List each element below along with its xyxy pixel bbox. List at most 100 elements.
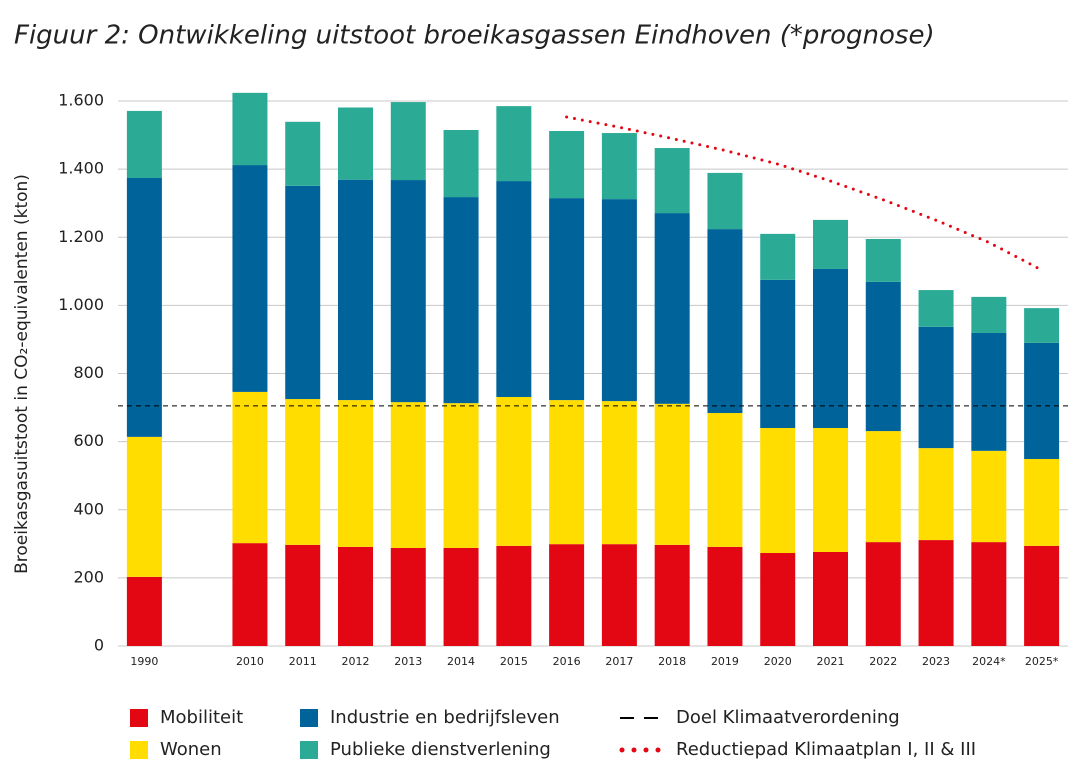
bar-segment [126, 436, 162, 577]
legend-label: Mobiliteit [160, 707, 243, 728]
bar-segment [918, 326, 954, 449]
y-tick-label: 1.400 [58, 159, 104, 178]
bar-segment [654, 544, 690, 646]
bar-segment [443, 129, 479, 198]
bar-segment [1024, 545, 1060, 646]
legend-label: Wonen [160, 739, 222, 760]
bar-segment [1024, 459, 1060, 546]
bar-segment [232, 92, 268, 166]
bar-segment [601, 199, 637, 402]
bar-segment [813, 551, 848, 646]
x-tick-label: 2016 [553, 655, 581, 668]
bar-segment [443, 403, 479, 548]
bar-segment [760, 428, 796, 554]
bar-segment [918, 290, 954, 327]
y-tick-label: 0 [94, 636, 104, 655]
legend-label: Industrie en bedrijfsleven [330, 707, 560, 728]
bar-segment [285, 544, 321, 646]
y-tick-label: 1.600 [58, 91, 104, 110]
x-tick-label: 2011 [289, 655, 317, 668]
bar-segment [865, 281, 901, 432]
legend-swatch [300, 741, 318, 759]
bar-segment [601, 133, 637, 200]
bar-segment [390, 102, 426, 181]
bar-segment [918, 448, 954, 541]
y-tick-label: 600 [73, 431, 104, 450]
bar-segment [232, 165, 268, 392]
bar-segment [865, 431, 901, 543]
bar-segment [865, 542, 901, 646]
bar-segment [126, 178, 162, 437]
bar-segment [126, 576, 162, 646]
bar-segment [390, 547, 426, 646]
bar-segment [813, 268, 848, 429]
bar-segment [813, 428, 848, 552]
bar-segment [1024, 308, 1060, 343]
bar-segment [971, 450, 1007, 543]
x-tick-label: 2013 [394, 655, 422, 668]
legend-label: Publieke dienstverlening [330, 739, 551, 760]
bar-segment [654, 148, 690, 214]
bar-segment [338, 107, 373, 180]
bar-segment [443, 197, 479, 404]
bar-segment [232, 543, 268, 646]
reduction-line [565, 115, 1044, 272]
bar-segment [496, 545, 532, 646]
bar-segment [707, 172, 743, 230]
bar-segment [601, 401, 637, 545]
y-tick-label: 1.000 [58, 295, 104, 314]
x-tick-label: 2017 [605, 655, 633, 668]
bar-segment [971, 542, 1007, 646]
bar-segment [549, 544, 585, 646]
y-tick-label: 800 [73, 363, 104, 382]
bar-segment [654, 403, 690, 545]
bar-segment [496, 106, 532, 182]
bar-segment [285, 121, 321, 186]
x-tick-label: 2022 [869, 655, 897, 668]
bar-segment [918, 540, 954, 646]
legend-swatch [300, 709, 318, 727]
legend-label: Doel Klimaatverordening [676, 707, 900, 728]
chart-title: Figuur 2: Ontwikkeling uitstoot broeikas… [14, 21, 935, 51]
bar-segment [654, 213, 690, 404]
bar-segment [496, 181, 532, 398]
bar-segment [601, 544, 637, 646]
y-tick-label: 200 [73, 567, 104, 586]
x-tick-label: 1990 [130, 655, 158, 668]
bar-segment [390, 180, 426, 403]
x-tick-label: 2012 [342, 655, 370, 668]
bar-segment [707, 413, 743, 547]
y-axis-label: Broeikasgasuitstoot in CO₂-equivalenten … [12, 174, 32, 574]
bar-segment [338, 179, 373, 401]
bar-segment [285, 399, 321, 545]
bar-segment [549, 198, 585, 401]
bar-segment [707, 229, 743, 414]
bar-segment [760, 233, 796, 280]
y-tick-label: 1.200 [58, 227, 104, 246]
legend-swatch [130, 709, 148, 727]
bar-segment [338, 400, 373, 547]
x-tick-label: 2025* [1025, 655, 1059, 668]
legend-swatch [130, 741, 148, 759]
bar-segment [971, 296, 1007, 333]
x-tick-label: 2019 [711, 655, 739, 668]
x-tick-label: 2010 [236, 655, 264, 668]
bar-segment [126, 110, 162, 179]
y-tick-label: 400 [73, 499, 104, 518]
x-tick-label: 2018 [658, 655, 686, 668]
bar-segment [760, 553, 796, 646]
bar-segment [971, 332, 1007, 451]
bar-segment [232, 391, 268, 544]
x-tick-label: 2020 [764, 655, 792, 668]
bar-segment [338, 546, 373, 646]
bar-segment [707, 546, 743, 646]
bar-segment [865, 238, 901, 282]
bar-segment [549, 400, 585, 545]
x-tick-label: 2024* [972, 655, 1006, 668]
x-tick-label: 2015 [500, 655, 528, 668]
legend-label: Reductiepad Klimaatplan I, II & III [676, 739, 976, 760]
bar-segment [390, 402, 426, 548]
bar-segment [496, 397, 532, 546]
bar-segment [443, 547, 479, 646]
